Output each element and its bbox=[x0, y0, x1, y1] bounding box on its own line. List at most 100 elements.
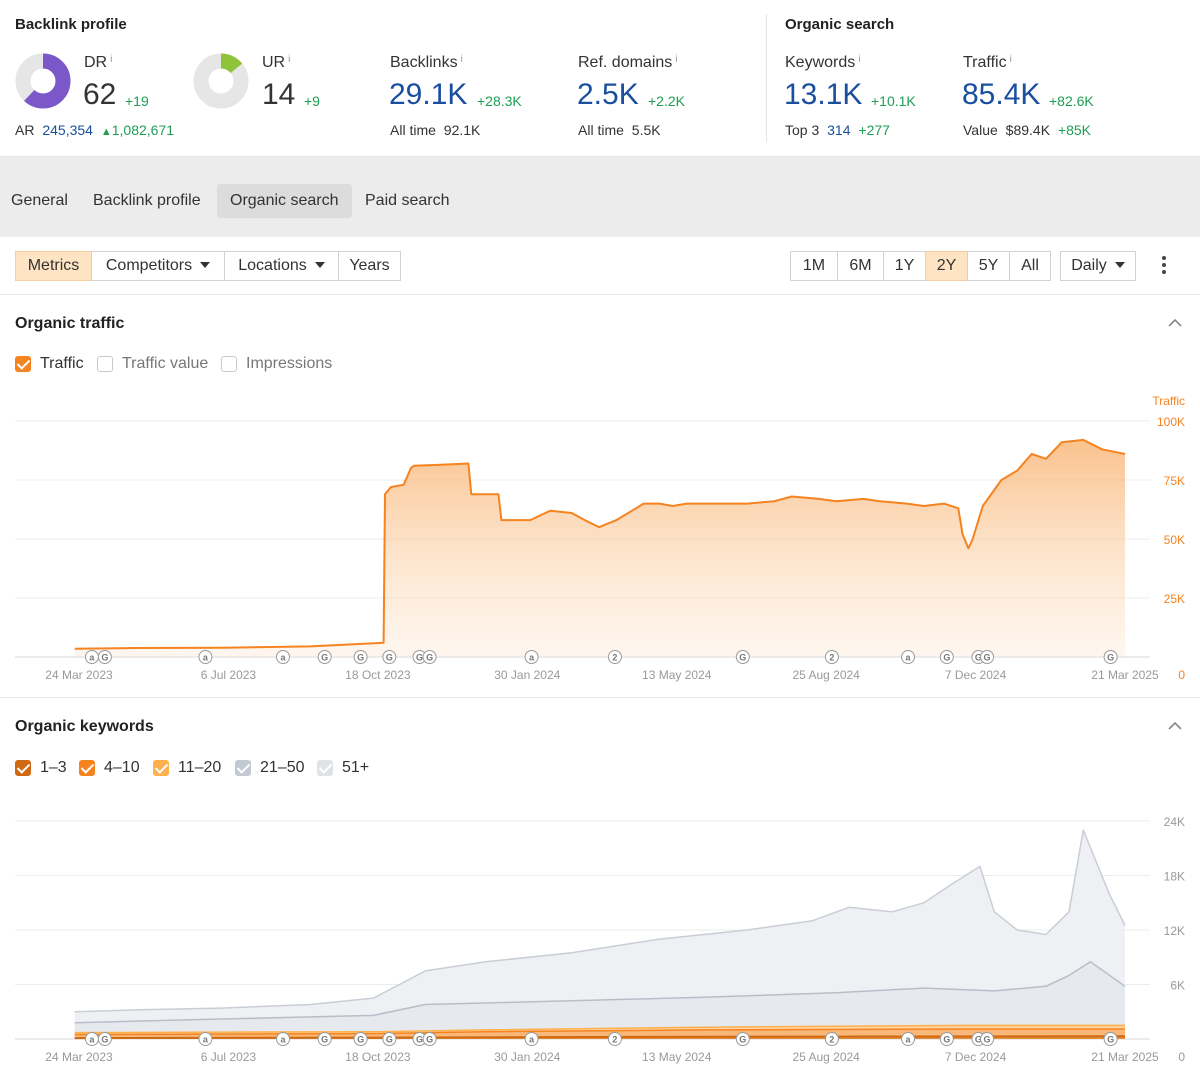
x-tick-label: 21 Mar 2025 bbox=[1091, 1050, 1159, 1064]
keywords-value[interactable]: 13.1K bbox=[784, 78, 863, 111]
google-update-icon[interactable]: G bbox=[97, 1032, 112, 1046]
impressions-checkbox[interactable]: Impressions bbox=[221, 355, 332, 373]
ahrefs-update-icon[interactable]: a bbox=[901, 650, 916, 664]
chevron-up-icon[interactable] bbox=[1168, 316, 1182, 330]
info-icon[interactable]: i bbox=[858, 54, 861, 65]
top3-value[interactable]: 314 bbox=[827, 122, 851, 138]
ar-value[interactable]: 245,354 bbox=[42, 122, 93, 138]
range-6m-button[interactable]: 6M bbox=[837, 251, 884, 281]
ref-domains-delta: +2.2K bbox=[648, 93, 685, 109]
pos-1-3-checkbox[interactable]: 1–3 bbox=[15, 759, 67, 777]
google-update-icon[interactable]: G bbox=[939, 650, 954, 664]
chevron-up-icon[interactable] bbox=[1168, 719, 1182, 733]
ar-row: AR 245,354 ▲1,082,671 bbox=[15, 122, 174, 138]
range-2y-button[interactable]: 2Y bbox=[925, 251, 968, 281]
more-options-icon[interactable] bbox=[1159, 254, 1169, 278]
ahrefs-update-icon[interactable]: a bbox=[198, 1032, 213, 1046]
svg-text:G: G bbox=[984, 1035, 991, 1045]
ahrefs-update-icon[interactable]: a bbox=[84, 650, 99, 664]
annotation-count-icon[interactable]: 2 bbox=[824, 650, 839, 664]
pos-4-10-checkbox[interactable]: 4–10 bbox=[79, 759, 140, 777]
info-icon[interactable]: i bbox=[460, 54, 463, 65]
ahrefs-update-icon[interactable]: a bbox=[276, 1032, 291, 1046]
series-line-21–50[interactable] bbox=[74, 961, 1126, 1024]
dr-label[interactable]: DR i bbox=[84, 54, 113, 71]
google-update-icon[interactable]: G bbox=[980, 1032, 995, 1046]
google-update-icon[interactable]: G bbox=[422, 650, 437, 664]
tab-paid-search[interactable]: Paid search bbox=[365, 192, 450, 209]
google-update-icon[interactable]: G bbox=[382, 1032, 397, 1046]
locations-dropdown[interactable]: Locations bbox=[224, 251, 339, 281]
svg-text:G: G bbox=[101, 653, 108, 663]
info-icon[interactable]: i bbox=[288, 54, 291, 65]
traffic-value[interactable]: 85.4K bbox=[962, 78, 1041, 111]
metrics-header: Backlink profile DR i 62 +19 AR 245,354 ▲… bbox=[0, 0, 1200, 157]
range-all-button[interactable]: All bbox=[1009, 251, 1051, 281]
google-update-icon[interactable]: G bbox=[939, 1032, 954, 1046]
caret-down-icon bbox=[1114, 262, 1125, 268]
ahrefs-update-icon[interactable]: a bbox=[198, 650, 213, 664]
info-icon[interactable]: i bbox=[110, 54, 113, 65]
ur-label[interactable]: UR i bbox=[262, 54, 291, 71]
ahrefs-update-icon[interactable]: a bbox=[276, 650, 291, 664]
range-1y-button[interactable]: 1Y bbox=[883, 251, 926, 281]
google-update-icon[interactable]: G bbox=[317, 1032, 332, 1046]
metrics-divider bbox=[766, 14, 767, 142]
traffic-label[interactable]: Traffic i bbox=[963, 54, 1012, 71]
backlinks-value[interactable]: 29.1K bbox=[389, 78, 468, 111]
traffic-checkbox[interactable]: Traffic bbox=[15, 355, 84, 373]
google-update-icon[interactable]: G bbox=[382, 650, 397, 664]
annotation-count-icon[interactable]: 2 bbox=[607, 650, 622, 664]
svg-text:a: a bbox=[529, 1035, 535, 1045]
series-line-51+[interactable] bbox=[74, 829, 1126, 1013]
info-icon[interactable]: i bbox=[1009, 54, 1012, 65]
tab-general[interactable]: General bbox=[11, 192, 68, 209]
annotation-count-icon[interactable]: 2 bbox=[607, 1032, 622, 1046]
series-line-Traffic[interactable] bbox=[74, 438, 1126, 650]
google-update-icon[interactable]: G bbox=[980, 650, 995, 664]
caret-down-icon bbox=[314, 262, 325, 268]
svg-text:G: G bbox=[943, 1035, 950, 1045]
ahrefs-update-icon[interactable]: a bbox=[901, 1032, 916, 1046]
svg-text:a: a bbox=[89, 653, 95, 663]
info-icon[interactable]: i bbox=[675, 54, 678, 65]
y-tick-label: 6K bbox=[1170, 979, 1185, 993]
ahrefs-update-icon[interactable]: a bbox=[84, 1032, 99, 1046]
dr-delta: +19 bbox=[125, 93, 149, 109]
ahrefs-update-icon[interactable]: a bbox=[524, 1032, 539, 1046]
google-update-icon[interactable]: G bbox=[735, 650, 750, 664]
google-update-icon[interactable]: G bbox=[1103, 650, 1118, 664]
years-button[interactable]: Years bbox=[338, 251, 401, 281]
range-1m-button[interactable]: 1M bbox=[790, 251, 838, 281]
svg-text:G: G bbox=[101, 1035, 108, 1045]
svg-text:G: G bbox=[426, 1035, 433, 1045]
tab-organic-search[interactable]: Organic search bbox=[217, 184, 352, 218]
ref-domains-label[interactable]: Ref. domains i bbox=[578, 54, 678, 71]
pos-51-plus-checkbox[interactable]: 51+ bbox=[317, 759, 369, 777]
ref-domains-value[interactable]: 2.5K bbox=[577, 78, 639, 111]
pos-21-50-checkbox[interactable]: 21–50 bbox=[235, 759, 305, 777]
google-update-icon[interactable]: G bbox=[353, 650, 368, 664]
traffic-value-checkbox[interactable]: Traffic value bbox=[97, 355, 208, 373]
metrics-button[interactable]: Metrics bbox=[15, 251, 92, 281]
google-update-icon[interactable]: G bbox=[1103, 1032, 1118, 1046]
google-update-icon[interactable]: G bbox=[735, 1032, 750, 1046]
annotation-count-icon[interactable]: 2 bbox=[824, 1032, 839, 1046]
google-update-icon[interactable]: G bbox=[422, 1032, 437, 1046]
google-update-icon[interactable]: G bbox=[97, 650, 112, 664]
pos-11-20-checkbox[interactable]: 11–20 bbox=[153, 759, 221, 777]
competitors-dropdown[interactable]: Competitors bbox=[91, 251, 225, 281]
google-update-icon[interactable]: G bbox=[317, 650, 332, 664]
interval-dropdown[interactable]: Daily bbox=[1060, 251, 1136, 281]
svg-text:G: G bbox=[357, 653, 364, 663]
ahrefs-update-icon[interactable]: a bbox=[524, 650, 539, 664]
svg-text:a: a bbox=[89, 1035, 95, 1045]
y-tick-label: 50K bbox=[1164, 533, 1185, 547]
tab-backlink-profile[interactable]: Backlink profile bbox=[93, 192, 201, 209]
series-line-11–20[interactable] bbox=[74, 1024, 1125, 1034]
backlinks-label[interactable]: Backlinks i bbox=[390, 54, 463, 71]
keywords-label[interactable]: Keywords i bbox=[785, 54, 861, 71]
range-5y-button[interactable]: 5Y bbox=[967, 251, 1010, 281]
keywords-delta: +10.1K bbox=[871, 93, 916, 109]
google-update-icon[interactable]: G bbox=[353, 1032, 368, 1046]
